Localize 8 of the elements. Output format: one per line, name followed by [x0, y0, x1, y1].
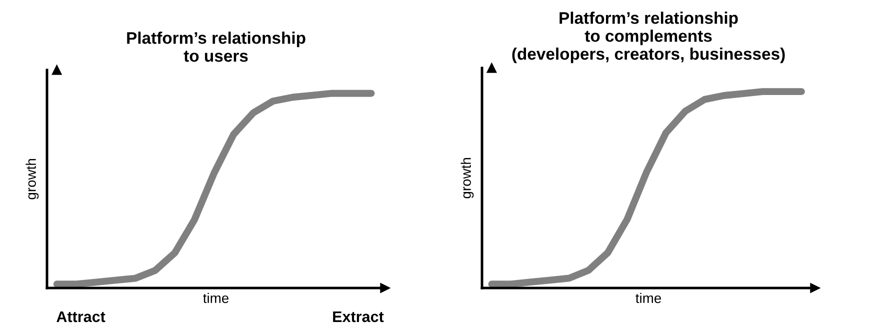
text: Extract: [333, 311, 384, 322]
x-axis-title: time: [636, 292, 662, 304]
x-axis-title: time: [203, 292, 229, 304]
y-axis-title: growth: [460, 158, 474, 198]
y-axis-title: growth: [26, 159, 39, 200]
chart-title: Platform’s relationship to users: [127, 32, 306, 62]
chart-title: Platform’s relationship to complements (developers, creators, businesses): [512, 12, 785, 64]
text: Attract: [56, 311, 106, 322]
